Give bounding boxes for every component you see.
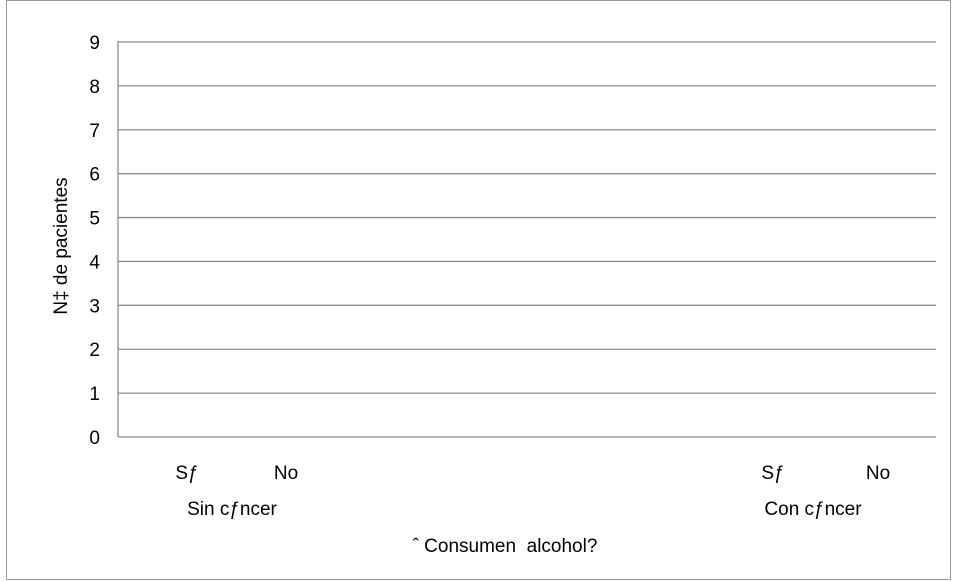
x-tick-label: No	[274, 463, 298, 484]
x-tick-label: Sƒ	[175, 463, 198, 484]
y-tick-label: 8	[89, 77, 100, 98]
y-tick-labels: 0 1 2 3 4 5 6 7 8 9	[89, 33, 100, 449]
gridlines	[118, 41, 936, 394]
x-tick-label: No	[866, 463, 890, 484]
y-tick-label: 6	[89, 165, 100, 186]
x-tick-labels: Sƒ No Sƒ No	[175, 463, 890, 484]
x-group-labels: Sin cƒncer Con cƒncer	[187, 499, 862, 520]
y-tick-label: 1	[89, 384, 100, 405]
x-axis-title: ˆ Consumen alcohol?	[413, 536, 598, 557]
axes	[117, 41, 936, 438]
x-group-label: Sin cƒncer	[187, 499, 277, 520]
chart-frame	[6, 0, 951, 580]
y-tick-label: 5	[89, 209, 100, 230]
y-tick-label: 7	[89, 121, 100, 142]
x-group-label: Con cƒncer	[764, 499, 862, 520]
y-tick-label: 4	[89, 252, 100, 273]
y-tick-label: 9	[89, 33, 100, 54]
y-axis-title: N‡ de pacientes	[51, 177, 72, 314]
y-tick-label: 0	[89, 428, 100, 449]
y-tick-label: 2	[89, 340, 100, 361]
x-tick-label: Sƒ	[761, 463, 784, 484]
y-tick-label: 3	[89, 296, 100, 317]
